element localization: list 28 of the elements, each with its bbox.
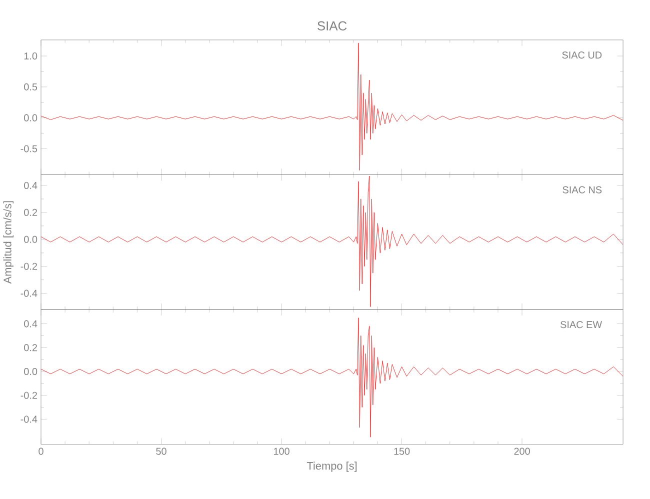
x-axis-title: Tiempo [s]	[306, 462, 357, 472]
y-tick-label: -0.2	[20, 392, 37, 399]
annotation: SIAC NS	[562, 186, 602, 194]
x-tick-label: 150	[394, 448, 410, 455]
y-tick-label: 1.0	[24, 52, 38, 60]
annotation: SIAC UD	[562, 51, 602, 58]
x-tick-label: 50	[156, 448, 166, 455]
chart-title: SIAC	[318, 21, 347, 30]
y-tick-label: 0.0	[24, 368, 38, 375]
y-tick-label: -0.2	[20, 262, 37, 270]
annotation: SIAC EW	[560, 321, 602, 328]
y-tick-label: 0.2	[24, 208, 37, 216]
y-tick-label: 0.5	[24, 83, 38, 90]
line-series	[41, 318, 624, 438]
x-tick-label: 200	[514, 448, 530, 455]
y-tick-label: 0.2	[24, 344, 37, 352]
y-tick-label: -0.4	[20, 416, 38, 423]
x-tick-label: 0	[38, 448, 44, 455]
y-tick-label: -0.5	[20, 145, 38, 152]
x-tick-label: 100	[274, 448, 290, 455]
y-axis-title: Amplitud [cm/s/s]	[3, 201, 14, 284]
y-tick-label: 0.4	[24, 182, 38, 189]
line-series	[41, 176, 624, 307]
y-tick-label: 0.4	[24, 320, 38, 328]
y-tick-label: 0.0	[24, 114, 38, 122]
line-series	[41, 42, 624, 170]
y-tick-label: -0.4	[20, 290, 38, 297]
y-tick-label: 0.0	[24, 236, 38, 243]
